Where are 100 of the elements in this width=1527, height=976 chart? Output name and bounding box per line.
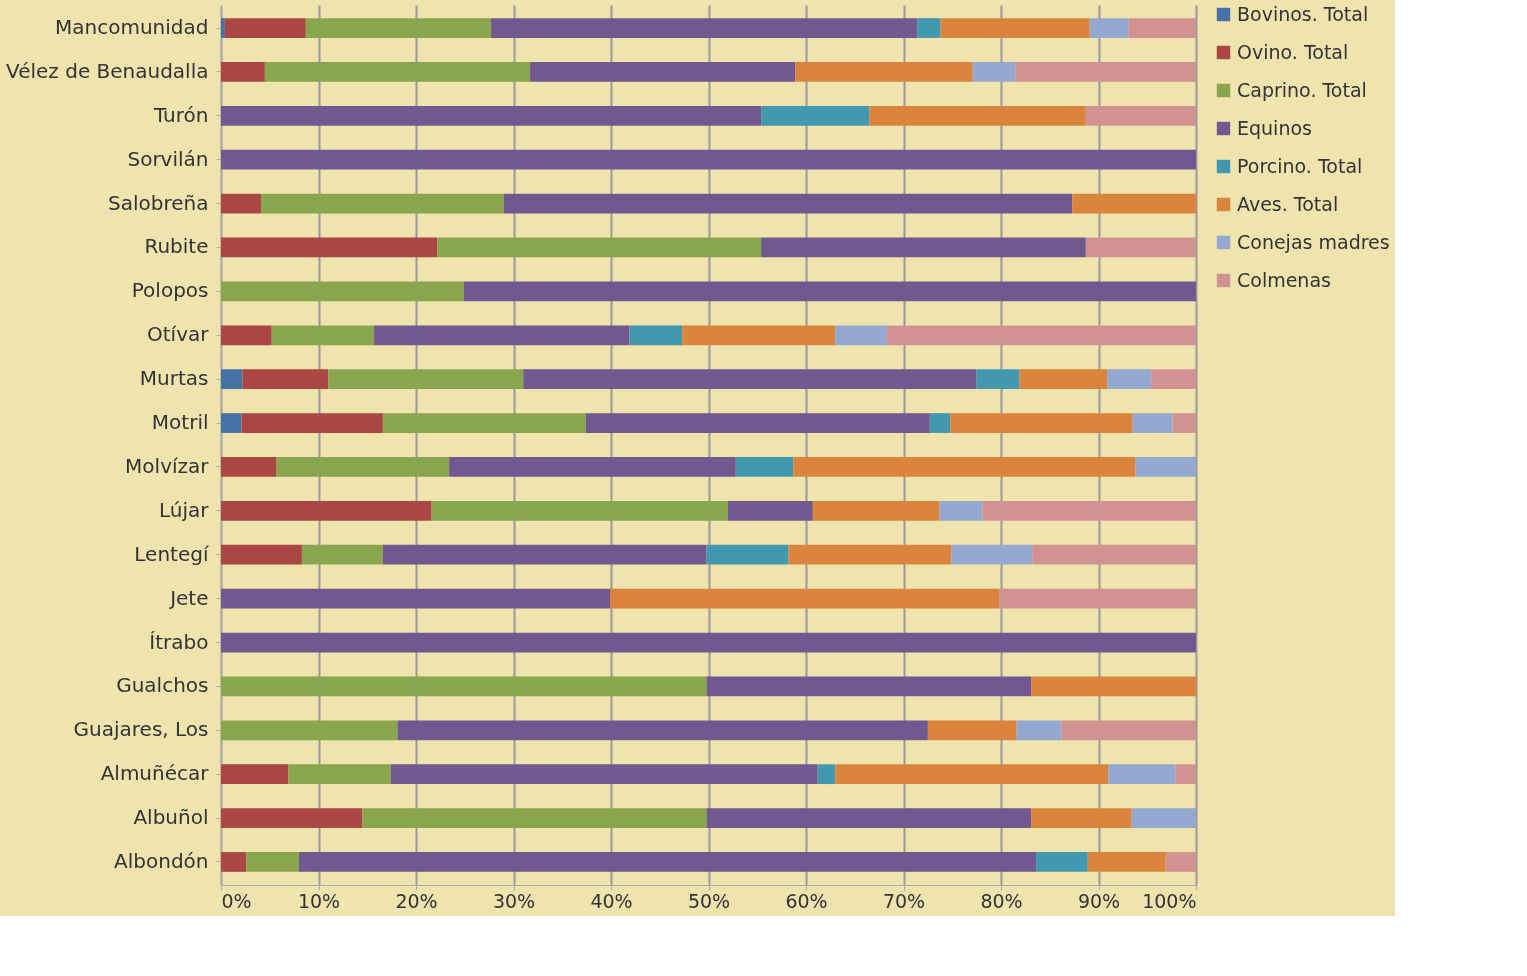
y-tick-label: Sorvilán — [127, 146, 209, 171]
bar — [999, 588, 1196, 609]
bar — [817, 764, 836, 785]
bar — [276, 457, 450, 477]
x-tick-label: 30% — [492, 889, 536, 912]
bar — [288, 764, 391, 785]
legend-label: Conejas madres — [1237, 230, 1390, 253]
x-tick-label: 20% — [395, 889, 438, 912]
bar — [221, 500, 432, 521]
bar — [706, 676, 1032, 697]
y-tick-label: Rubite — [144, 234, 209, 259]
bar — [221, 193, 261, 214]
bar — [463, 281, 1196, 302]
bar — [1032, 544, 1196, 565]
bar — [530, 62, 796, 82]
y-tick-label: Otívar — [147, 322, 210, 347]
bar — [629, 325, 683, 346]
bar — [491, 18, 918, 38]
bar — [706, 808, 1032, 828]
bar — [1151, 369, 1196, 390]
x-tick-label: 70% — [882, 889, 926, 912]
bar — [976, 369, 1020, 390]
bar — [1172, 413, 1196, 433]
bar — [982, 500, 1196, 521]
y-tick-label: Salobreña — [108, 190, 209, 215]
bar — [221, 281, 464, 302]
bar — [382, 413, 586, 433]
bar — [835, 764, 1109, 785]
bar — [1031, 676, 1196, 697]
bar — [951, 544, 1033, 565]
bar — [264, 62, 531, 82]
bar — [1107, 369, 1152, 390]
bar — [299, 852, 1037, 872]
bar — [886, 325, 1196, 346]
bar — [449, 457, 736, 477]
bar — [1135, 457, 1196, 477]
bar — [940, 18, 1090, 38]
bar — [221, 413, 242, 433]
x-tick-label: 80% — [980, 889, 1023, 912]
bar — [221, 764, 289, 785]
bar — [682, 325, 836, 346]
y-tick-label: Murtas — [139, 366, 209, 391]
y-tick-label: Turón — [152, 102, 209, 127]
y-tick-label: Mancomunidad — [55, 15, 209, 40]
bar — [1089, 18, 1129, 38]
bar — [1085, 105, 1196, 126]
bar — [735, 457, 794, 477]
bar — [503, 193, 1073, 214]
bar — [242, 369, 329, 390]
bar — [221, 18, 225, 38]
bar — [224, 18, 306, 38]
bar — [1108, 764, 1176, 785]
bar — [1165, 852, 1196, 872]
bar — [1087, 852, 1166, 872]
legend-label: Porcino. Total — [1237, 154, 1363, 177]
bar — [271, 325, 375, 346]
bar — [397, 720, 928, 741]
bar — [610, 588, 1000, 609]
y-tick-label: Motril — [151, 410, 209, 435]
bar — [523, 369, 977, 390]
x-tick-label: 100% — [1142, 889, 1197, 912]
bar — [812, 500, 940, 521]
legend-label: Ovino. Total — [1237, 40, 1349, 63]
bar — [221, 105, 762, 126]
bar — [761, 105, 870, 126]
x-tick-label: 40% — [590, 889, 633, 912]
bar — [706, 544, 789, 565]
y-tick-label: Albuñol — [133, 805, 209, 830]
bar — [835, 325, 887, 346]
bar — [972, 62, 1016, 82]
bar — [939, 500, 983, 521]
bar — [305, 18, 492, 38]
bar — [950, 413, 1133, 433]
bar — [362, 808, 707, 828]
y-tick-label: Polopos — [131, 278, 209, 303]
bar — [374, 325, 630, 346]
legend-label: Equinos — [1237, 116, 1312, 139]
bar — [246, 852, 299, 872]
bar — [328, 369, 524, 390]
bar — [221, 149, 1196, 170]
y-tick-label: Molvízar — [125, 453, 210, 478]
bar — [1061, 720, 1196, 741]
legend-label: Colmenas — [1237, 268, 1331, 291]
x-tick-label: 90% — [1077, 889, 1121, 912]
y-tick-label: Jete — [168, 585, 209, 610]
bar — [869, 105, 1086, 126]
x-tick-label: 60% — [785, 889, 828, 912]
bar — [788, 544, 952, 565]
bar — [1019, 369, 1108, 390]
x-tick-label: 10% — [297, 889, 341, 912]
bar — [929, 413, 951, 433]
bar — [1128, 18, 1196, 38]
bar — [390, 764, 818, 785]
y-tick-label: Vélez de Benaudalla — [6, 58, 209, 83]
bar — [301, 544, 383, 565]
y-tick-label: Lújar — [158, 497, 210, 522]
bar — [1036, 852, 1088, 872]
bar — [382, 544, 707, 565]
y-tick-label: Lentegí — [134, 541, 210, 566]
bar — [917, 18, 941, 38]
